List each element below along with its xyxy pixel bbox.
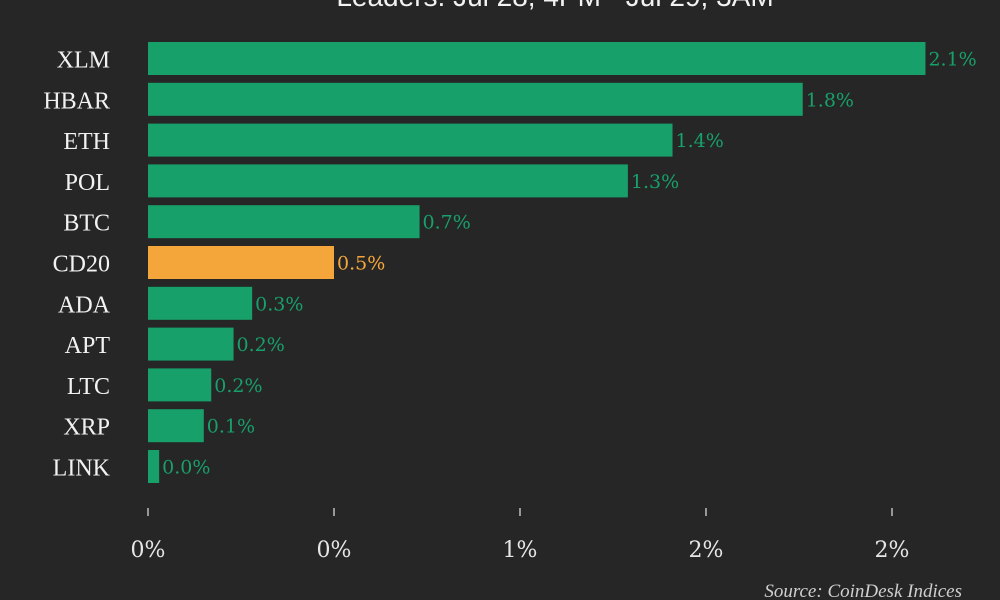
value-label-btc: 0.7% xyxy=(423,212,471,234)
x-axis: 0% 0% 1% 2% 2% xyxy=(131,508,910,563)
bar-apt xyxy=(148,327,234,361)
bar-link xyxy=(148,450,160,483)
value-label-xlm: 2.1% xyxy=(928,49,976,71)
bars-layer xyxy=(148,42,926,483)
value-labels: 2.1% 1.8% 1.4% 1.3% 0.7% 0.5% 0.3% 0.2% 0.2% 0.1%… xyxy=(162,49,977,479)
x-tick-label: 0% xyxy=(131,538,166,563)
bar-xlm xyxy=(148,42,926,75)
x-tick-label: 2% xyxy=(689,538,724,563)
category-label-eth: ETH xyxy=(63,129,110,155)
source-note: Source: CoinDesk Indices xyxy=(764,581,962,600)
bar-ltc xyxy=(148,368,212,402)
x-tick-label: 0% xyxy=(317,538,352,563)
bar-btc xyxy=(148,205,420,239)
value-label-xrp: 0.1% xyxy=(207,416,255,438)
value-label-apt: 0.2% xyxy=(237,334,285,356)
category-labels: XLM HBAR ETH POL BTC CD20 ADA APT LTC XRP LINK xyxy=(43,48,110,482)
category-label-ltc: LTC xyxy=(67,374,110,400)
category-label-cd20: CD20 xyxy=(53,252,110,278)
bar-cd20 xyxy=(148,246,334,279)
bar-hbar xyxy=(148,82,803,116)
x-tick-label: 1% xyxy=(503,538,538,563)
category-label-ada: ADA xyxy=(58,292,111,318)
category-label-pol: POL xyxy=(65,170,110,196)
category-label-xlm: XLM xyxy=(57,48,110,74)
value-label-pol: 1.3% xyxy=(631,171,679,193)
category-label-apt: APT xyxy=(65,333,111,359)
value-label-ada: 0.3% xyxy=(255,293,303,315)
category-label-link: LINK xyxy=(53,456,111,482)
x-tick-label: 2% xyxy=(875,538,910,563)
category-label-xrp: XRP xyxy=(63,415,110,441)
bar-ada xyxy=(148,286,253,320)
value-label-hbar: 1.8% xyxy=(806,89,854,111)
bar-eth xyxy=(148,123,673,157)
value-label-cd20: 0.5% xyxy=(337,253,385,275)
bar-pol xyxy=(148,164,628,198)
value-label-ltc: 0.2% xyxy=(214,375,262,397)
chart-title: Leaders: Jul 28, 4PM - Jul 29, 3AM xyxy=(336,0,773,12)
category-label-btc: BTC xyxy=(63,211,110,237)
category-label-hbar: HBAR xyxy=(43,88,110,114)
value-label-link: 0.0% xyxy=(162,457,210,479)
bar-xrp xyxy=(148,409,204,443)
value-label-eth: 1.4% xyxy=(676,130,724,152)
